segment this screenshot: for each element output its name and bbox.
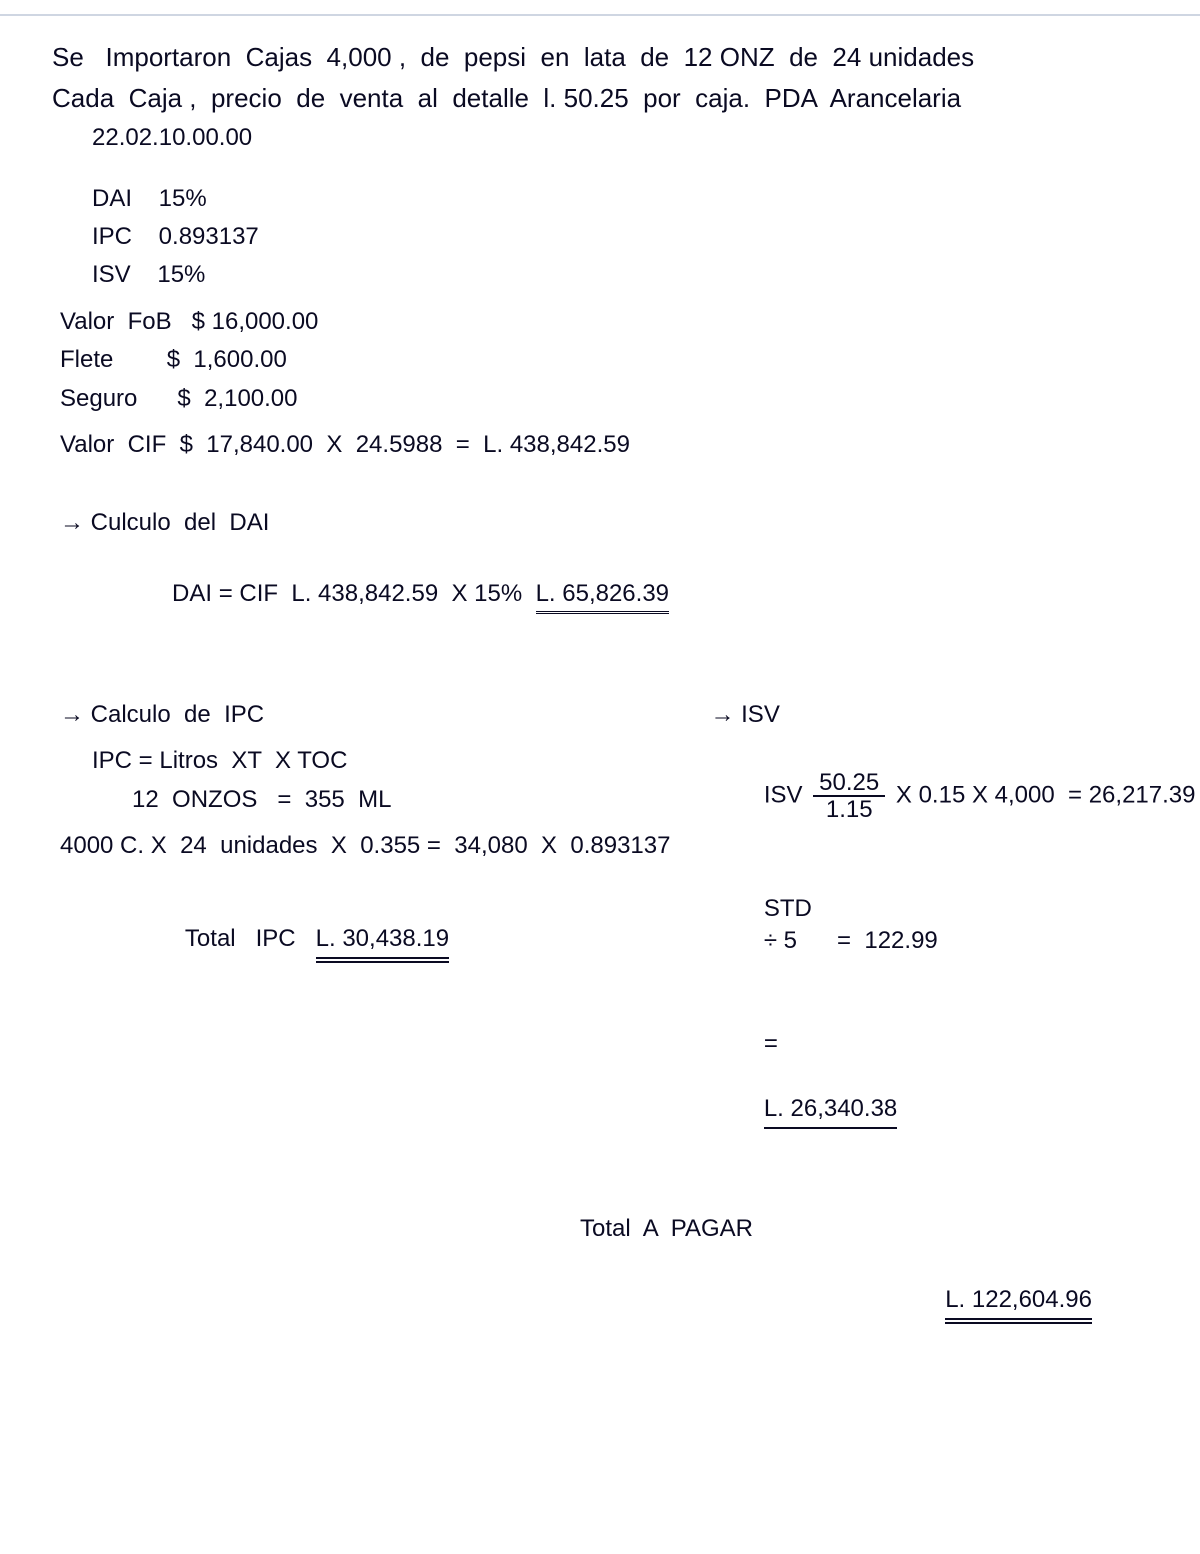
isv-calc-block: ISV ISV 50.251.15 X 0.15 X 4,000 = 26,21… (710, 693, 1195, 1167)
ipc-total-value: L. 30,438.19 (316, 923, 449, 959)
problem-statement: Se Importaron Cajas 4,000 , de pepsi en … (60, 40, 1152, 155)
ipc-isv-row: Calculo de IPC IPC = Litros XT X TOC 12 … (60, 693, 1152, 1167)
total-label: Total A PAGAR (580, 1213, 1152, 1245)
total-block: Total A PAGAR L. 122,604.96 (580, 1213, 1152, 1353)
dai-expr-prefix: DAI = CIF L. 438,842.59 X 15% (172, 580, 536, 607)
rates-block: DAI 15% IPC 0.893137 ISV 15% (60, 183, 1152, 292)
isv-line2: STD ÷ 5 = 122.99 (710, 860, 1195, 990)
isv-line1: ISV 50.251.15 X 0.15 X 4,000 = 26,217.39 (710, 737, 1195, 854)
isv-title: ISV (710, 699, 1195, 731)
isv-eq: = (764, 1028, 834, 1060)
rate-ipc: IPC 0.893137 (92, 221, 1152, 253)
handwritten-page: Se Importaron Cajas 4,000 , de pepsi en … (0, 0, 1200, 1554)
value-flete: Flete $ 1,600.00 (60, 344, 1152, 376)
ipc-total: Total IPC L. 30,438.19 (60, 890, 670, 991)
isv-line1-suffix: X 0.15 X 4,000 = 26,217.39 (889, 781, 1195, 808)
header-line-2: Cada Caja , precio de venta al detalle l… (52, 81, 1152, 116)
header-line-1: Se Importaron Cajas 4,000 , de pepsi en … (52, 40, 1152, 75)
dai-calc-block: Culculo del DAI DAI = CIF L. 438,842.59 … (60, 507, 1152, 647)
value-fob: Valor FoB $ 16,000.00 (60, 306, 1152, 338)
isv-frac-num: 50.25 (813, 770, 885, 797)
isv-subtotal: L. 26,340.38 (764, 1093, 897, 1128)
ipc-mult: 4000 C. X 24 unidades X 0.355 = 34,080 X… (60, 830, 670, 862)
ipc-calc-block: Calculo de IPC IPC = Litros XT X TOC 12 … (60, 693, 670, 998)
total-value: L. 122,604.96 (945, 1284, 1092, 1320)
isv-line3: = L. 26,340.38 (710, 996, 1195, 1161)
top-rule (0, 14, 1200, 16)
ipc-title: Calculo de IPC (60, 699, 670, 731)
dai-expr-result: L. 65,826.39 (536, 578, 669, 614)
values-block: Valor FoB $ 16,000.00 Flete $ 1,600.00 S… (60, 306, 1152, 462)
header-line-3: 22.02.10.00.00 (60, 122, 1152, 154)
isv-std: STD (764, 893, 834, 925)
value-cif: Valor CIF $ 17,840.00 X 24.5988 = L. 438… (60, 429, 1152, 461)
isv-line1-prefix: ISV (764, 781, 809, 808)
dai-expr: DAI = CIF L. 438,842.59 X 15% L. 65,826.… (60, 546, 1152, 647)
rate-isv: ISV 15% (92, 259, 1152, 291)
ipc-formula: IPC = Litros XT X TOC (60, 745, 670, 777)
dai-title: Culculo del DAI (60, 507, 1152, 539)
total-value-line: L. 122,604.96 (580, 1251, 1152, 1352)
isv-div5: ÷ 5 = 122.99 (764, 927, 938, 954)
isv-frac: 50.251.15 (813, 770, 885, 822)
ipc-total-label: Total IPC (185, 925, 316, 952)
isv-frac-den: 1.15 (820, 797, 879, 822)
ipc-conv: 12 ONZOS = 355 ML (60, 784, 670, 816)
rate-dai: DAI 15% (92, 183, 1152, 215)
value-seguro: Seguro $ 2,100.00 (60, 383, 1152, 415)
